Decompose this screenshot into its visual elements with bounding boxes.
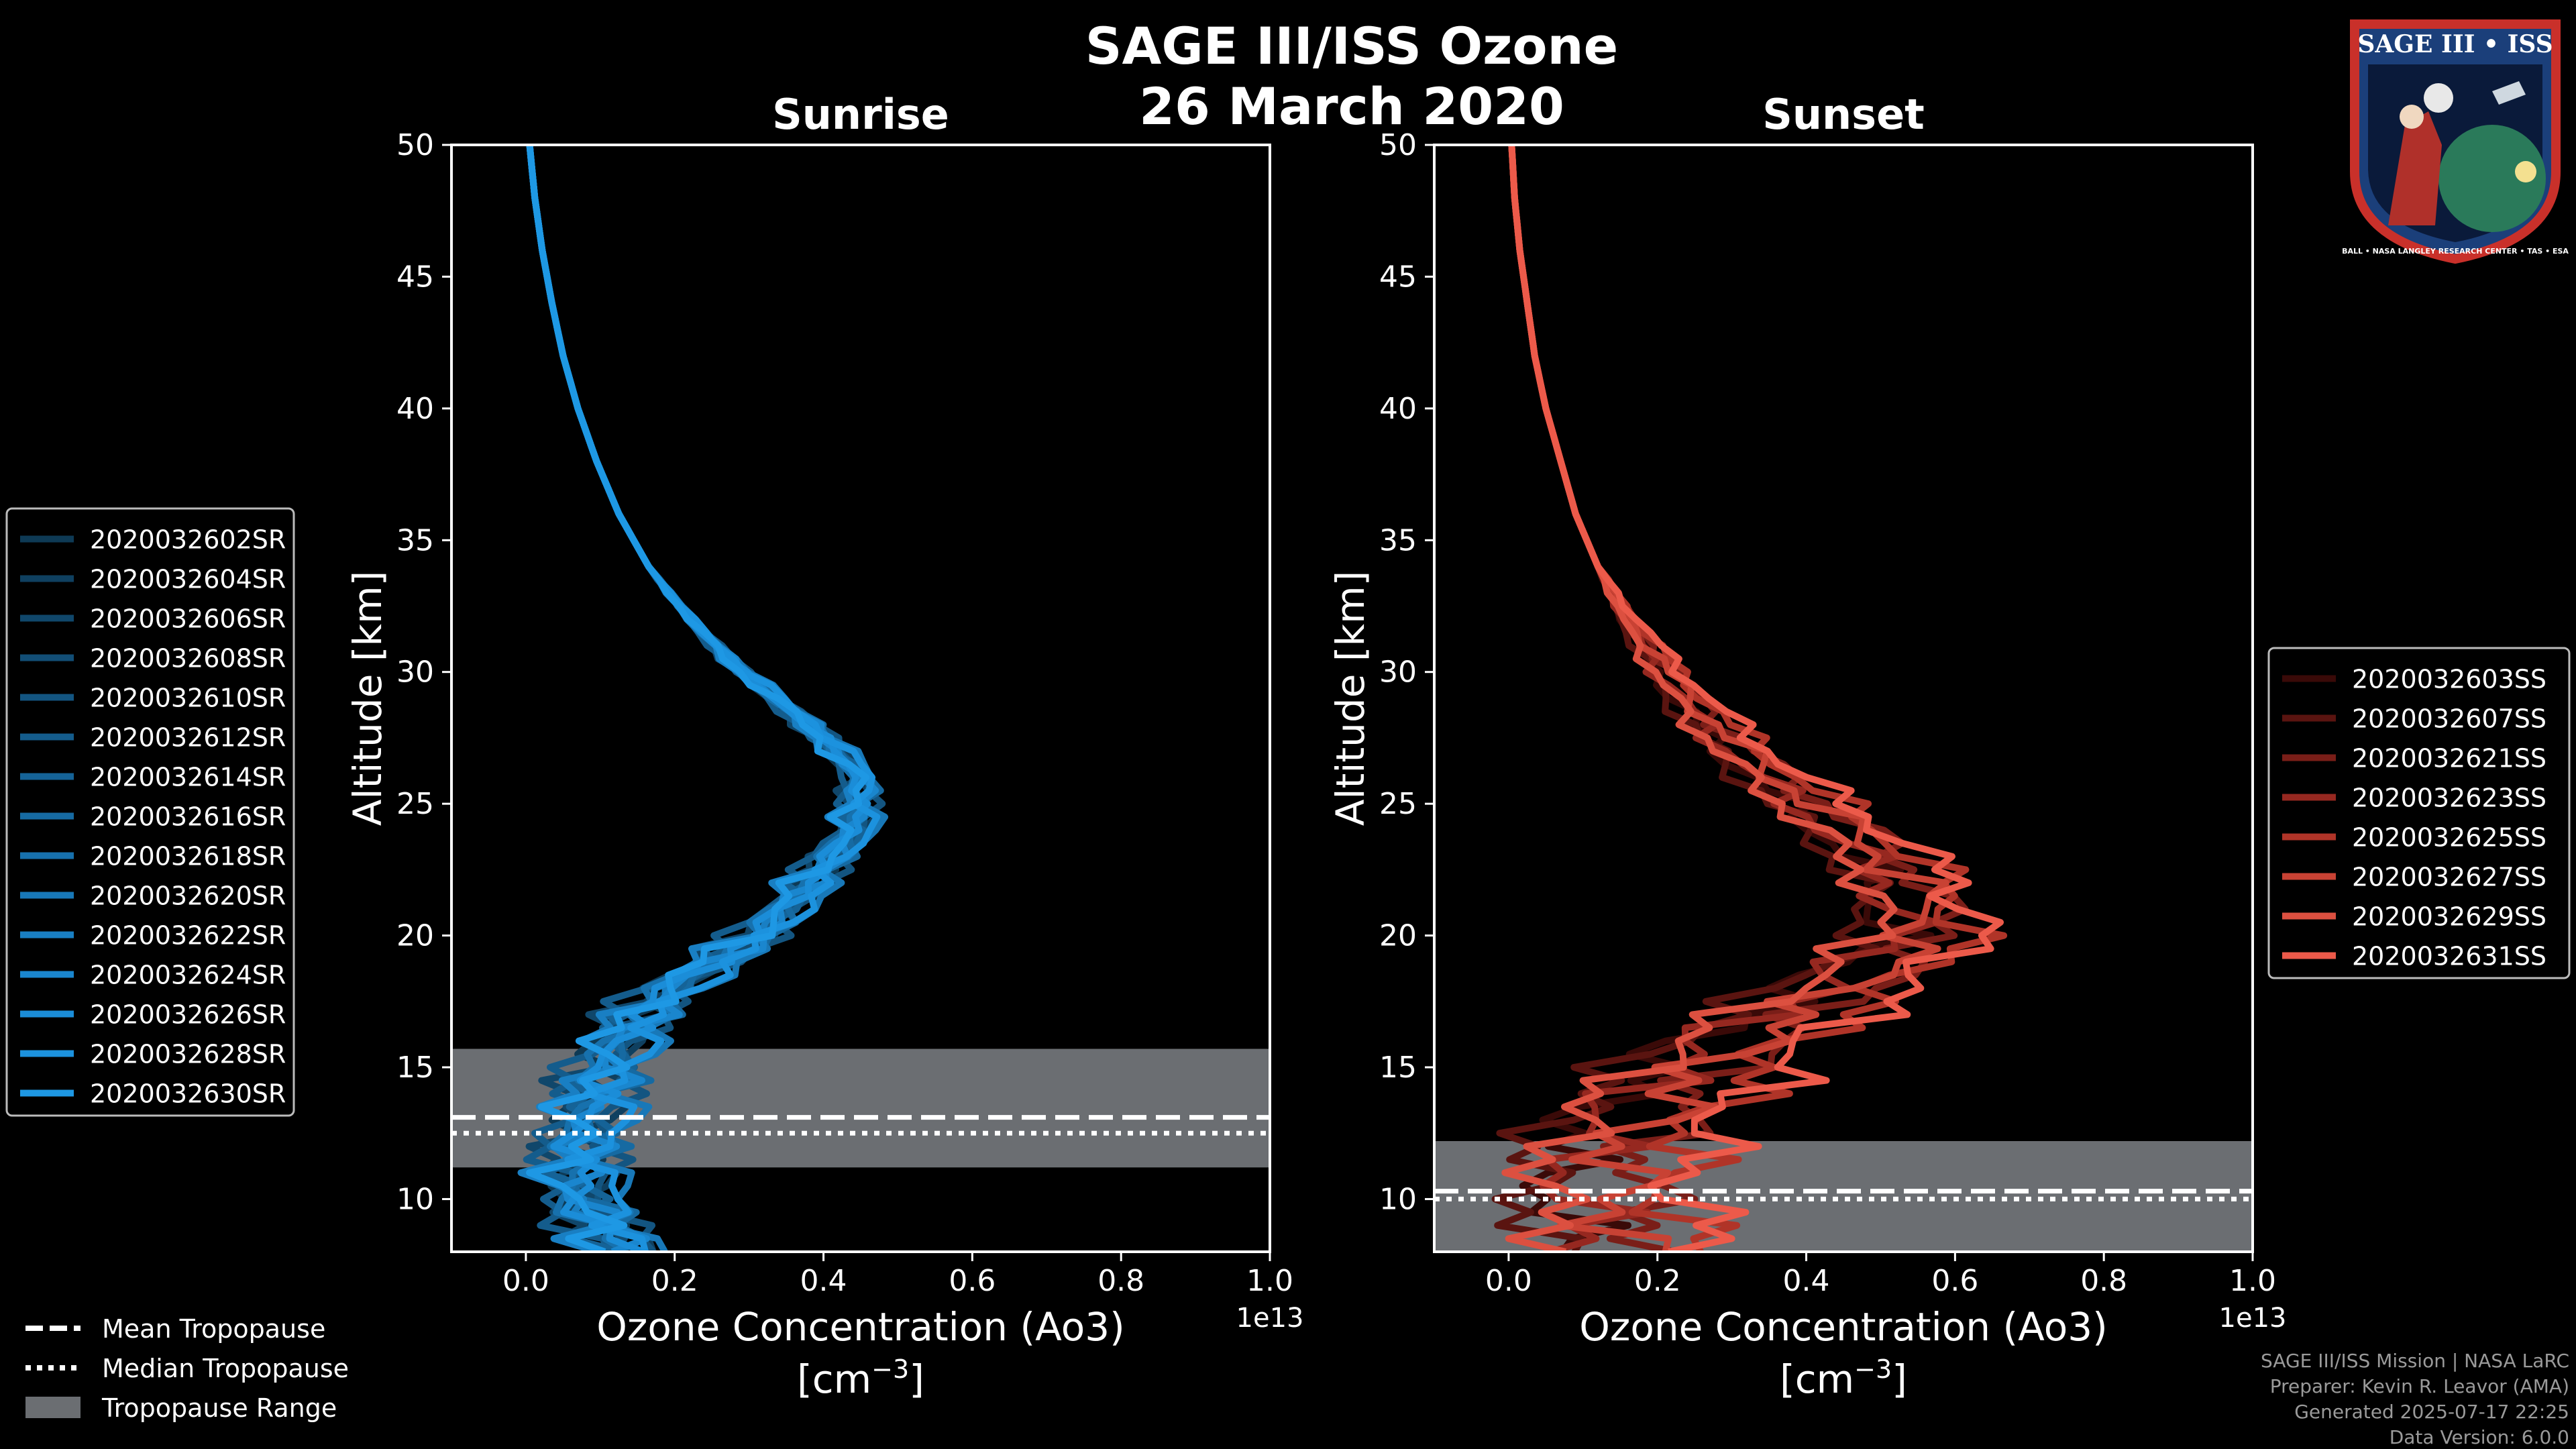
legend-label-2020032602SR: 2020032602SR: [90, 525, 286, 555]
sunrise-legend: 2020032602SR 2020032604SR 2020032606SR 2020…: [5, 507, 295, 1117]
sunset-ytick-label: 15: [1379, 1051, 1417, 1085]
sunrise-ytick-label: 35: [396, 523, 434, 557]
sage-iii-iss-mission-logo: SAGE III • ISS BALL • NASA LANGLEY RESEA…: [2342, 19, 2569, 264]
logo-top-text: SAGE III • ISS: [2357, 30, 2553, 58]
sunrise-ytick-label: 25: [396, 787, 434, 821]
sunset-xtick-label: 0.4: [1783, 1264, 1830, 1298]
sunset-xtick-label: 0.8: [2080, 1264, 2127, 1298]
sunset-xtick-label: 0.2: [1634, 1264, 1681, 1298]
series-line-2020032631SS: [1508, 145, 2004, 1252]
figure-title-line1: SAGE III/ISS Ozone: [1085, 16, 1618, 76]
legend-label-2020032626SR: 2020032626SR: [90, 1000, 286, 1030]
figure-title-line2: 26 March 2020: [1139, 76, 1564, 136]
sunset-ytick-label: 25: [1379, 787, 1417, 821]
sunset-ytick-label: 30: [1379, 655, 1417, 690]
legend-label-2020032603SS: 2020032603SS: [2352, 665, 2546, 694]
sunset-xtick-label: 0.0: [1485, 1264, 1532, 1298]
legend-label-2020032608SR: 2020032608SR: [90, 644, 286, 674]
sunset-ytick-label: 10: [1379, 1182, 1417, 1216]
sunset-xtick-label: 0.6: [1931, 1264, 1978, 1298]
legend-label-2020032607SS: 2020032607SS: [2352, 704, 2546, 734]
sunrise-ytick-label: 30: [396, 655, 434, 690]
sunset-panel-title: Sunset: [1762, 90, 1925, 139]
sunrise-panel-title: Sunrise: [772, 90, 949, 139]
sunset-legend: 2020032603SS 2020032607SS 2020032621SS 2020…: [2267, 647, 2571, 979]
tropo-legend-label-patch: Tropopause Range: [101, 1393, 337, 1423]
footer-line-2: Preparer: Kevin R. Leavor (AMA): [2270, 1375, 2569, 1397]
sunset-x-axis-label: Ozone Concentration (Ao3): [1579, 1304, 2108, 1350]
sun-icon: [2515, 161, 2536, 182]
sunset-ytick-label: 20: [1379, 919, 1417, 953]
sunrise-ytick-label: 50: [396, 128, 434, 162]
sunrise-ytick-label: 15: [396, 1051, 434, 1085]
legend-label-2020032618SR: 2020032618SR: [90, 842, 286, 871]
sunrise-panel: 0.0 0.2 0.4 0.6 0.8 1.0 10 15 20 25 30 35 40 45 50 Sunr…: [345, 90, 1303, 1402]
logo-ring-text: BALL • NASA LANGLEY RESEARCH CENTER • TA…: [2342, 247, 2569, 256]
earth-icon: [2438, 125, 2546, 232]
legend-label-2020032623SS: 2020032623SS: [2352, 784, 2546, 813]
sunrise-legend-frame: [5, 507, 295, 1117]
legend-label-2020032620SR: 2020032620SR: [90, 881, 286, 911]
footer-line-4: Data Version: 6.0.0: [2390, 1426, 2569, 1448]
legend-label-2020032630SR: 2020032630SR: [90, 1079, 286, 1109]
series-line-2020032630SR: [526, 145, 870, 1252]
legend-label-2020032610SR: 2020032610SR: [90, 684, 286, 713]
legend-label-2020032612SR: 2020032612SR: [90, 723, 286, 753]
tropo-legend-label-dashed: Mean Tropopause: [102, 1314, 325, 1344]
legend-label-2020032606SR: 2020032606SR: [90, 604, 286, 634]
tropo-legend-label-dotted: Median Tropopause: [102, 1354, 349, 1383]
sunrise-ytick-label: 40: [396, 392, 434, 426]
legend-label-2020032629SS: 2020032629SS: [2352, 902, 2546, 932]
sunset-ytick-label: 50: [1379, 128, 1417, 162]
sunrise-xtick-label: 0.8: [1097, 1264, 1144, 1298]
sunset-x-axis-unit: [cm−3]: [1780, 1354, 1907, 1402]
sunset-y-axis-label: Altitude [km]: [1328, 571, 1373, 826]
tropo-legend-swatch-patch: [25, 1397, 80, 1418]
sunrise-ytick-label: 45: [396, 260, 434, 294]
legend-label-2020032631SS: 2020032631SS: [2352, 942, 2546, 971]
sunset-xtick-label: 1.0: [2229, 1264, 2276, 1298]
moon-icon: [2424, 83, 2453, 113]
legend-label-2020032624SR: 2020032624SR: [90, 961, 286, 990]
tropopause-legend: Mean Tropopause Median Tropopause Tropopau…: [25, 1314, 349, 1423]
sunset-plot-frame: [1433, 144, 2254, 1253]
legend-label-2020032628SR: 2020032628SR: [90, 1040, 286, 1069]
sunrise-xtick-label: 0.4: [800, 1264, 847, 1298]
footer-line-1: SAGE III/ISS Mission | NASA LaRC: [2261, 1350, 2569, 1372]
footer-line-3: Generated 2025-07-17 22:25: [2294, 1401, 2569, 1423]
legend-label-2020032604SR: 2020032604SR: [90, 565, 286, 594]
sunrise-ytick-label: 10: [396, 1182, 434, 1216]
legend-label-2020032614SR: 2020032614SR: [90, 763, 286, 792]
legend-label-2020032622SR: 2020032622SR: [90, 921, 286, 951]
sunrise-x-axis-label: Ozone Concentration (Ao3): [596, 1304, 1125, 1350]
sunset-ytick-label: 45: [1379, 260, 1417, 294]
satellite-icon: [2492, 81, 2526, 105]
sunrise-x-axis-unit: [cm−3]: [797, 1354, 924, 1402]
sunrise-y-axis-label: Altitude [km]: [345, 571, 390, 826]
footer-credits: SAGE III/ISS Mission | NASA LaRC Prepare…: [2261, 1350, 2569, 1448]
sunrise-xtick-label: 0.0: [502, 1264, 549, 1298]
legend-label-2020032616SR: 2020032616SR: [90, 802, 286, 832]
sunrise-xtick-label: 1.0: [1246, 1264, 1293, 1298]
sunset-offset-label: 1e13: [2219, 1303, 2287, 1334]
sunset-panel: 0.0 0.2 0.4 0.6 0.8 1.0 10 15 20 25 30 35 40 45 50 Suns…: [1328, 90, 2286, 1402]
sunset-ytick-label: 40: [1379, 392, 1417, 426]
legend-label-2020032625SS: 2020032625SS: [2352, 823, 2546, 853]
sunrise-xtick-label: 0.6: [949, 1264, 996, 1298]
sunset-legend-frame: [2267, 647, 2571, 979]
sunrise-xtick-label: 0.2: [651, 1264, 698, 1298]
sunset-ytick-label: 35: [1379, 523, 1417, 557]
sunrise-ytick-label: 20: [396, 919, 434, 953]
legend-label-2020032621SS: 2020032621SS: [2352, 744, 2546, 773]
sunrise-offset-label: 1e13: [1236, 1303, 1304, 1334]
wizard-figure-icon: [2388, 111, 2442, 225]
legend-label-2020032627SS: 2020032627SS: [2352, 863, 2546, 892]
sunrise-plot-frame: [450, 144, 1271, 1253]
